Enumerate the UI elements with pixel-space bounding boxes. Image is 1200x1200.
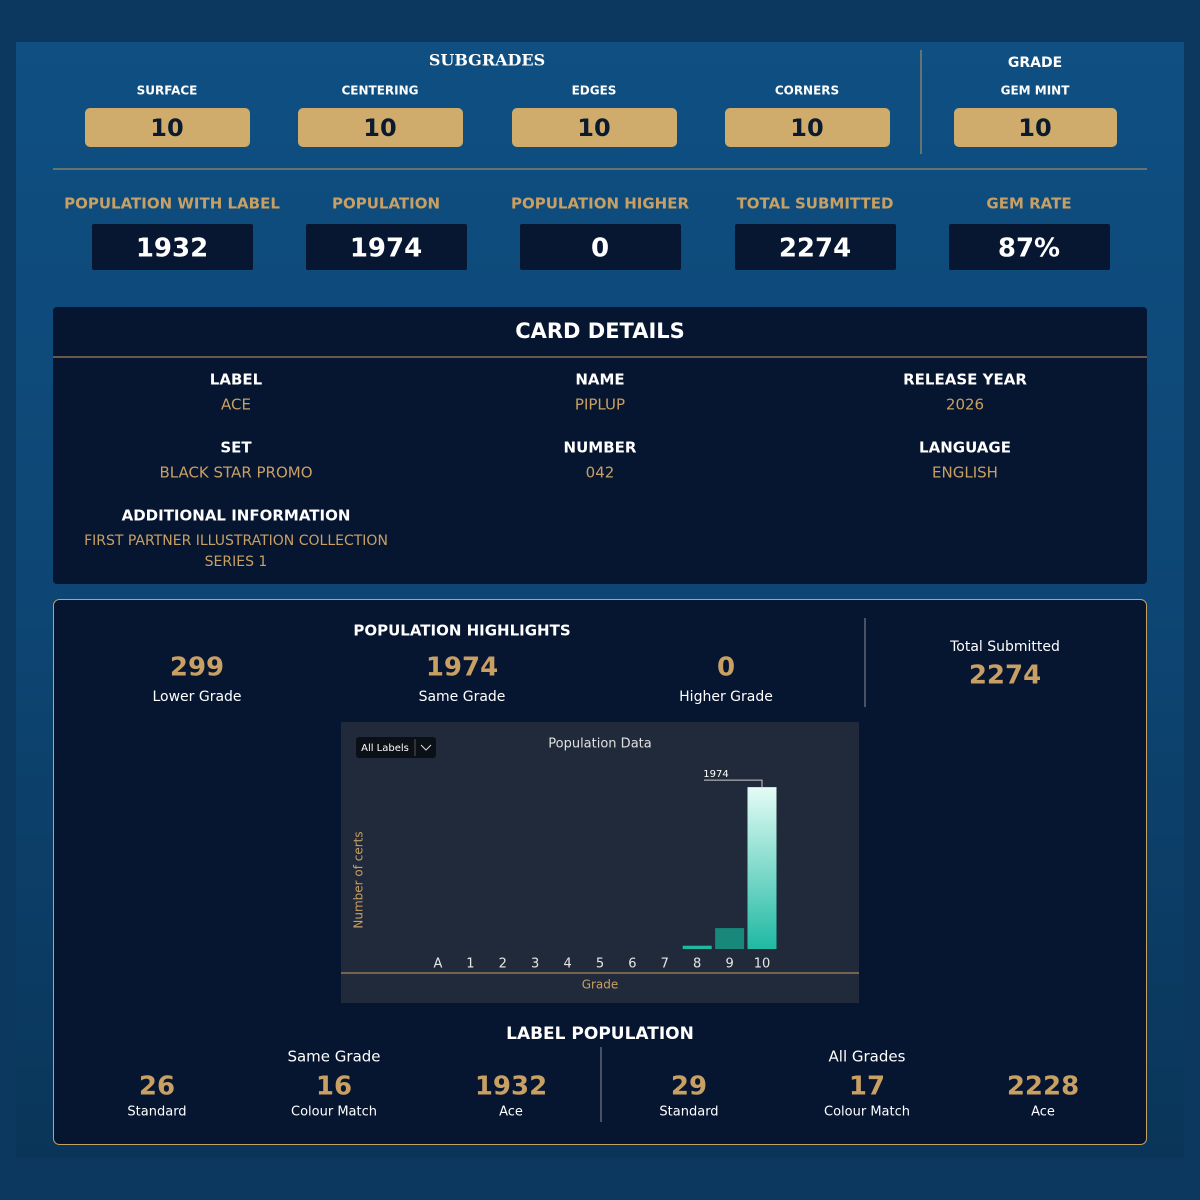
subgrade-box (512, 108, 677, 147)
label-pop-label: Ace (1031, 1105, 1055, 1120)
stat-box (949, 224, 1110, 270)
stat-box (735, 224, 896, 270)
field-value: 2026 (946, 396, 984, 414)
field-value: 042 (586, 464, 615, 482)
total-label: Total Submitted (949, 639, 1060, 655)
x-tick-label: 10 (754, 957, 771, 972)
highlight-label: Lower Grade (152, 689, 241, 705)
x-tick-label: 5 (596, 957, 604, 972)
x-tick-label: 1 (466, 957, 474, 972)
label-pop-value: 29 (671, 1072, 707, 1102)
bar (682, 945, 712, 949)
bar (715, 928, 745, 949)
field-label: ADDITIONAL INFORMATION (122, 507, 351, 525)
stat-value: 1932 (136, 234, 208, 264)
subgrade-value: 10 (363, 114, 396, 142)
subgrade-value: 10 (790, 114, 823, 142)
field-value: FIRST PARTNER ILLUSTRATION COLLECTION SE… (84, 533, 388, 570)
stat-label: GEM RATE (986, 195, 1071, 213)
subgrade-value: 10 (150, 114, 183, 142)
section-title: SUBGRADES (429, 51, 545, 70)
field-label: NAME (575, 371, 624, 389)
highlight-value: 0 (717, 653, 735, 683)
subgrade-label: SURFACE (137, 84, 198, 98)
subgrade-box (298, 108, 463, 147)
x-tick-label: A (434, 957, 443, 972)
group-title: Same Grade (287, 1048, 380, 1066)
stat-box (520, 224, 681, 270)
grade-box (954, 108, 1117, 147)
section-title: GRADE (1008, 55, 1062, 71)
label-pop-label: Colour Match (824, 1105, 910, 1120)
label-pop-value: 16 (316, 1072, 352, 1102)
label-pop-value: 26 (139, 1072, 175, 1102)
section-title: CARD DETAILS (515, 319, 685, 343)
stat-label: POPULATION (332, 195, 440, 213)
label-pop-label: Colour Match (291, 1105, 377, 1120)
field-value: BLACK STAR PROMO (159, 464, 312, 482)
label-pop-label: Standard (127, 1105, 186, 1120)
filter-dropdown[interactable] (356, 737, 436, 758)
stat-label: POPULATION HIGHER (511, 195, 690, 213)
subgrade-box (85, 108, 250, 147)
x-tick-label: 4 (563, 957, 571, 972)
grade-label: GEM MINT (1001, 84, 1071, 98)
stat-box (306, 224, 467, 270)
x-tick-label: 7 (661, 957, 669, 972)
filter-label: All Labels (361, 743, 409, 754)
field-label: SET (220, 439, 252, 457)
card-details-panel (53, 307, 1147, 584)
chart-title: Population Data (548, 737, 651, 752)
field-value-box: FIRST PARTNER ILLUSTRATION COLLECTION SE… (84, 533, 388, 570)
subgrade-label: CORNERS (775, 84, 839, 98)
bar (747, 787, 777, 949)
dropdown-arrow (420, 744, 432, 751)
label-pop-label: Standard (659, 1105, 718, 1120)
stat-value: 2274 (779, 234, 851, 264)
field-value: ACE (221, 396, 251, 414)
highlight-value: 1974 (426, 653, 498, 683)
leader-line (704, 779, 763, 788)
y-axis-label: Number of certs (352, 831, 366, 928)
field-label: RELEASE YEAR (903, 371, 1027, 389)
highlight-value: 299 (170, 653, 224, 683)
section-title: LABEL POPULATION (506, 1024, 694, 1044)
section-title: POPULATION HIGHLIGHTS (353, 622, 570, 640)
stat-box (92, 224, 253, 270)
x-tick-label: 2 (499, 957, 507, 972)
group-title: All Grades (829, 1048, 906, 1066)
label-pop-label: Ace (499, 1105, 523, 1120)
subgrade-box (725, 108, 890, 147)
subgrade-label: EDGES (572, 84, 617, 98)
highlight-label: Higher Grade (679, 689, 773, 705)
stat-value: 1974 (350, 234, 422, 264)
field-label: LABEL (210, 371, 263, 389)
subgrade-value: 10 (577, 114, 610, 142)
field-value: ENGLISH (932, 464, 998, 482)
data-label: 1974 (703, 769, 728, 780)
label-pop-value: 17 (849, 1072, 885, 1102)
stat-value: 87% (998, 234, 1060, 264)
stat-label: POPULATION WITH LABEL (64, 195, 280, 213)
stat-label: TOTAL SUBMITTED (737, 195, 894, 213)
x-axis-label: Grade (582, 978, 619, 992)
label-pop-value: 1932 (475, 1072, 547, 1102)
x-tick-label: 3 (531, 957, 539, 972)
total-value: 2274 (969, 661, 1041, 691)
field-value: PIPLUP (575, 396, 625, 414)
x-tick-label: 6 (628, 957, 636, 972)
subgrade-label: CENTERING (341, 84, 418, 98)
highlight-label: Same Grade (419, 689, 506, 705)
label-pop-value: 2228 (1007, 1072, 1079, 1102)
stat-value: 0 (591, 234, 609, 264)
field-label: LANGUAGE (919, 439, 1011, 457)
grade-value: 10 (1018, 114, 1051, 142)
x-tick-label: 9 (725, 957, 733, 972)
x-tick-label: 8 (693, 957, 701, 972)
field-label: NUMBER (564, 439, 637, 457)
